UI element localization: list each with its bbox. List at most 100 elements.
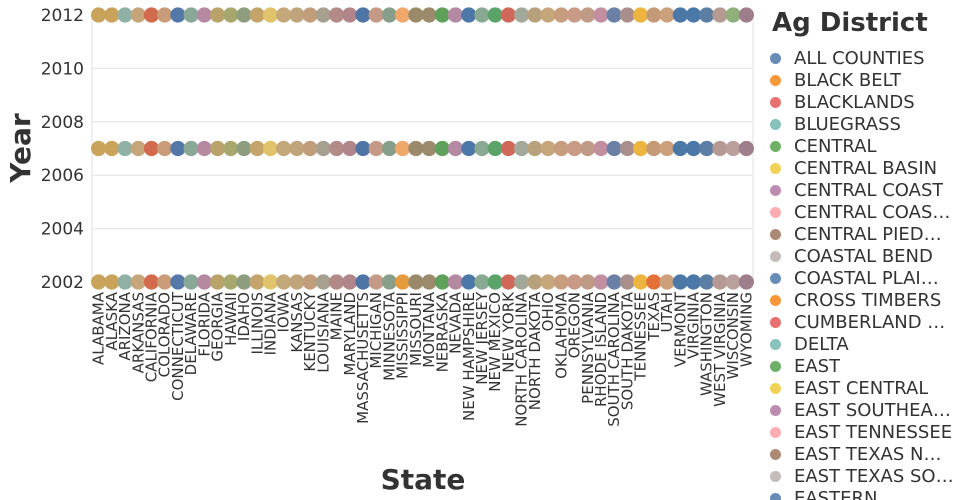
data-point (395, 7, 411, 23)
data-point (249, 140, 265, 157)
data-point (315, 140, 331, 157)
data-point (183, 274, 199, 290)
x-tick-label: IDAHO (235, 292, 253, 341)
x-tick-label: INDIANA (261, 291, 279, 355)
legend-item: CENTRAL COAST (770, 179, 960, 201)
data-point (157, 7, 173, 23)
x-tick-label: NEBRASKA (433, 291, 451, 372)
x-tick-label: NEVADA (447, 291, 465, 354)
legend-swatch (770, 316, 781, 328)
data-point (328, 274, 345, 290)
data-point (619, 7, 636, 23)
data-point (130, 274, 146, 290)
data-point (381, 140, 398, 157)
data-point (487, 7, 503, 23)
legend-swatch (770, 272, 781, 284)
x-tick-label: RHODE ISLAND (592, 292, 610, 407)
legend-item: EAST TEXAS SO… (770, 465, 960, 487)
data-point (500, 7, 517, 23)
data-point (606, 274, 622, 290)
data-point (262, 7, 279, 23)
data-point (143, 274, 160, 290)
data-point (196, 140, 212, 157)
legend-label: EAST (794, 355, 841, 377)
data-point (236, 7, 252, 23)
legend-swatch (770, 250, 781, 262)
x-tick-label: GEORGIA (209, 291, 227, 361)
legend-item: DELTA (770, 333, 960, 355)
data-point (183, 140, 199, 157)
data-point (223, 7, 239, 23)
data-point (712, 140, 728, 157)
data-point (553, 274, 569, 290)
data-point (672, 274, 688, 290)
legend-swatch (770, 382, 781, 394)
data-point (236, 140, 252, 157)
data-point (434, 140, 450, 157)
x-tick-label: MISSOURI (407, 292, 425, 366)
data-point (580, 7, 596, 23)
x-tick-label: COLORADO (156, 292, 174, 377)
data-point (646, 274, 662, 290)
data-point (117, 7, 133, 23)
data-point (725, 140, 741, 157)
x-tick-label: MAINE (328, 292, 346, 340)
data-point (249, 274, 265, 290)
x-tick-label: KENTUCKY (301, 291, 319, 371)
data-points (91, 7, 754, 290)
data-point (527, 140, 543, 157)
legend-swatch (770, 404, 781, 416)
data-point (262, 274, 279, 290)
legend-label: EAST TEXAS SO… (794, 465, 954, 487)
data-point (646, 140, 662, 157)
x-tick-label: SOUTH CAROLINA (605, 291, 623, 426)
legend-item: EAST (770, 355, 960, 377)
data-point (593, 274, 609, 290)
data-point (196, 7, 212, 23)
data-point (659, 140, 675, 157)
legend-label: EAST CENTRAL (794, 377, 929, 399)
data-point (619, 140, 636, 157)
data-point (685, 140, 702, 157)
legend-label: CENTRAL COAS… (794, 201, 951, 223)
data-point (699, 140, 715, 157)
x-tick-label: WYOMING (737, 292, 755, 367)
x-tick-label: ARKANSAS (129, 292, 147, 373)
data-point (209, 274, 226, 290)
legend-title: Ag District (772, 8, 928, 38)
legend-swatch (770, 426, 781, 438)
data-point (738, 140, 754, 157)
data-point (143, 7, 160, 23)
y-tick-label: 2004 (41, 220, 84, 240)
x-tick-label: SOUTH DAKOTA (618, 291, 636, 410)
data-point (355, 274, 371, 290)
data-point (712, 7, 728, 23)
data-point (289, 7, 305, 23)
x-tick-label: NEW MEXICO (486, 292, 504, 392)
legend-label: CENTRAL BASIN (794, 157, 938, 179)
legend-label: EAST TENNESSEE (794, 421, 953, 443)
data-point (395, 140, 411, 157)
x-tick-label: HAWAII (222, 292, 240, 346)
x-tick-label: ALASKA (103, 291, 121, 350)
data-point (157, 274, 173, 290)
y-tick-label: 2010 (41, 59, 84, 79)
data-point (170, 7, 186, 23)
x-tick-label: NEW YORK (499, 291, 517, 373)
x-tick-label: TEXAS (645, 292, 663, 342)
data-point (117, 140, 133, 157)
data-point (209, 7, 226, 23)
data-point (461, 140, 477, 157)
data-point (685, 7, 702, 23)
legend-item: EAST CENTRAL (770, 377, 960, 399)
data-point (514, 140, 530, 157)
legend-label: ALL COUNTIES (794, 47, 925, 69)
x-tick-label: FLORIDA (195, 291, 213, 356)
data-point (408, 7, 424, 23)
data-point (104, 140, 120, 157)
data-point (328, 7, 345, 23)
data-point (276, 7, 292, 23)
data-point (500, 140, 517, 157)
legend-label: COASTAL PLAI… (794, 267, 939, 289)
x-tick-label: MINNESOTA (380, 291, 398, 381)
